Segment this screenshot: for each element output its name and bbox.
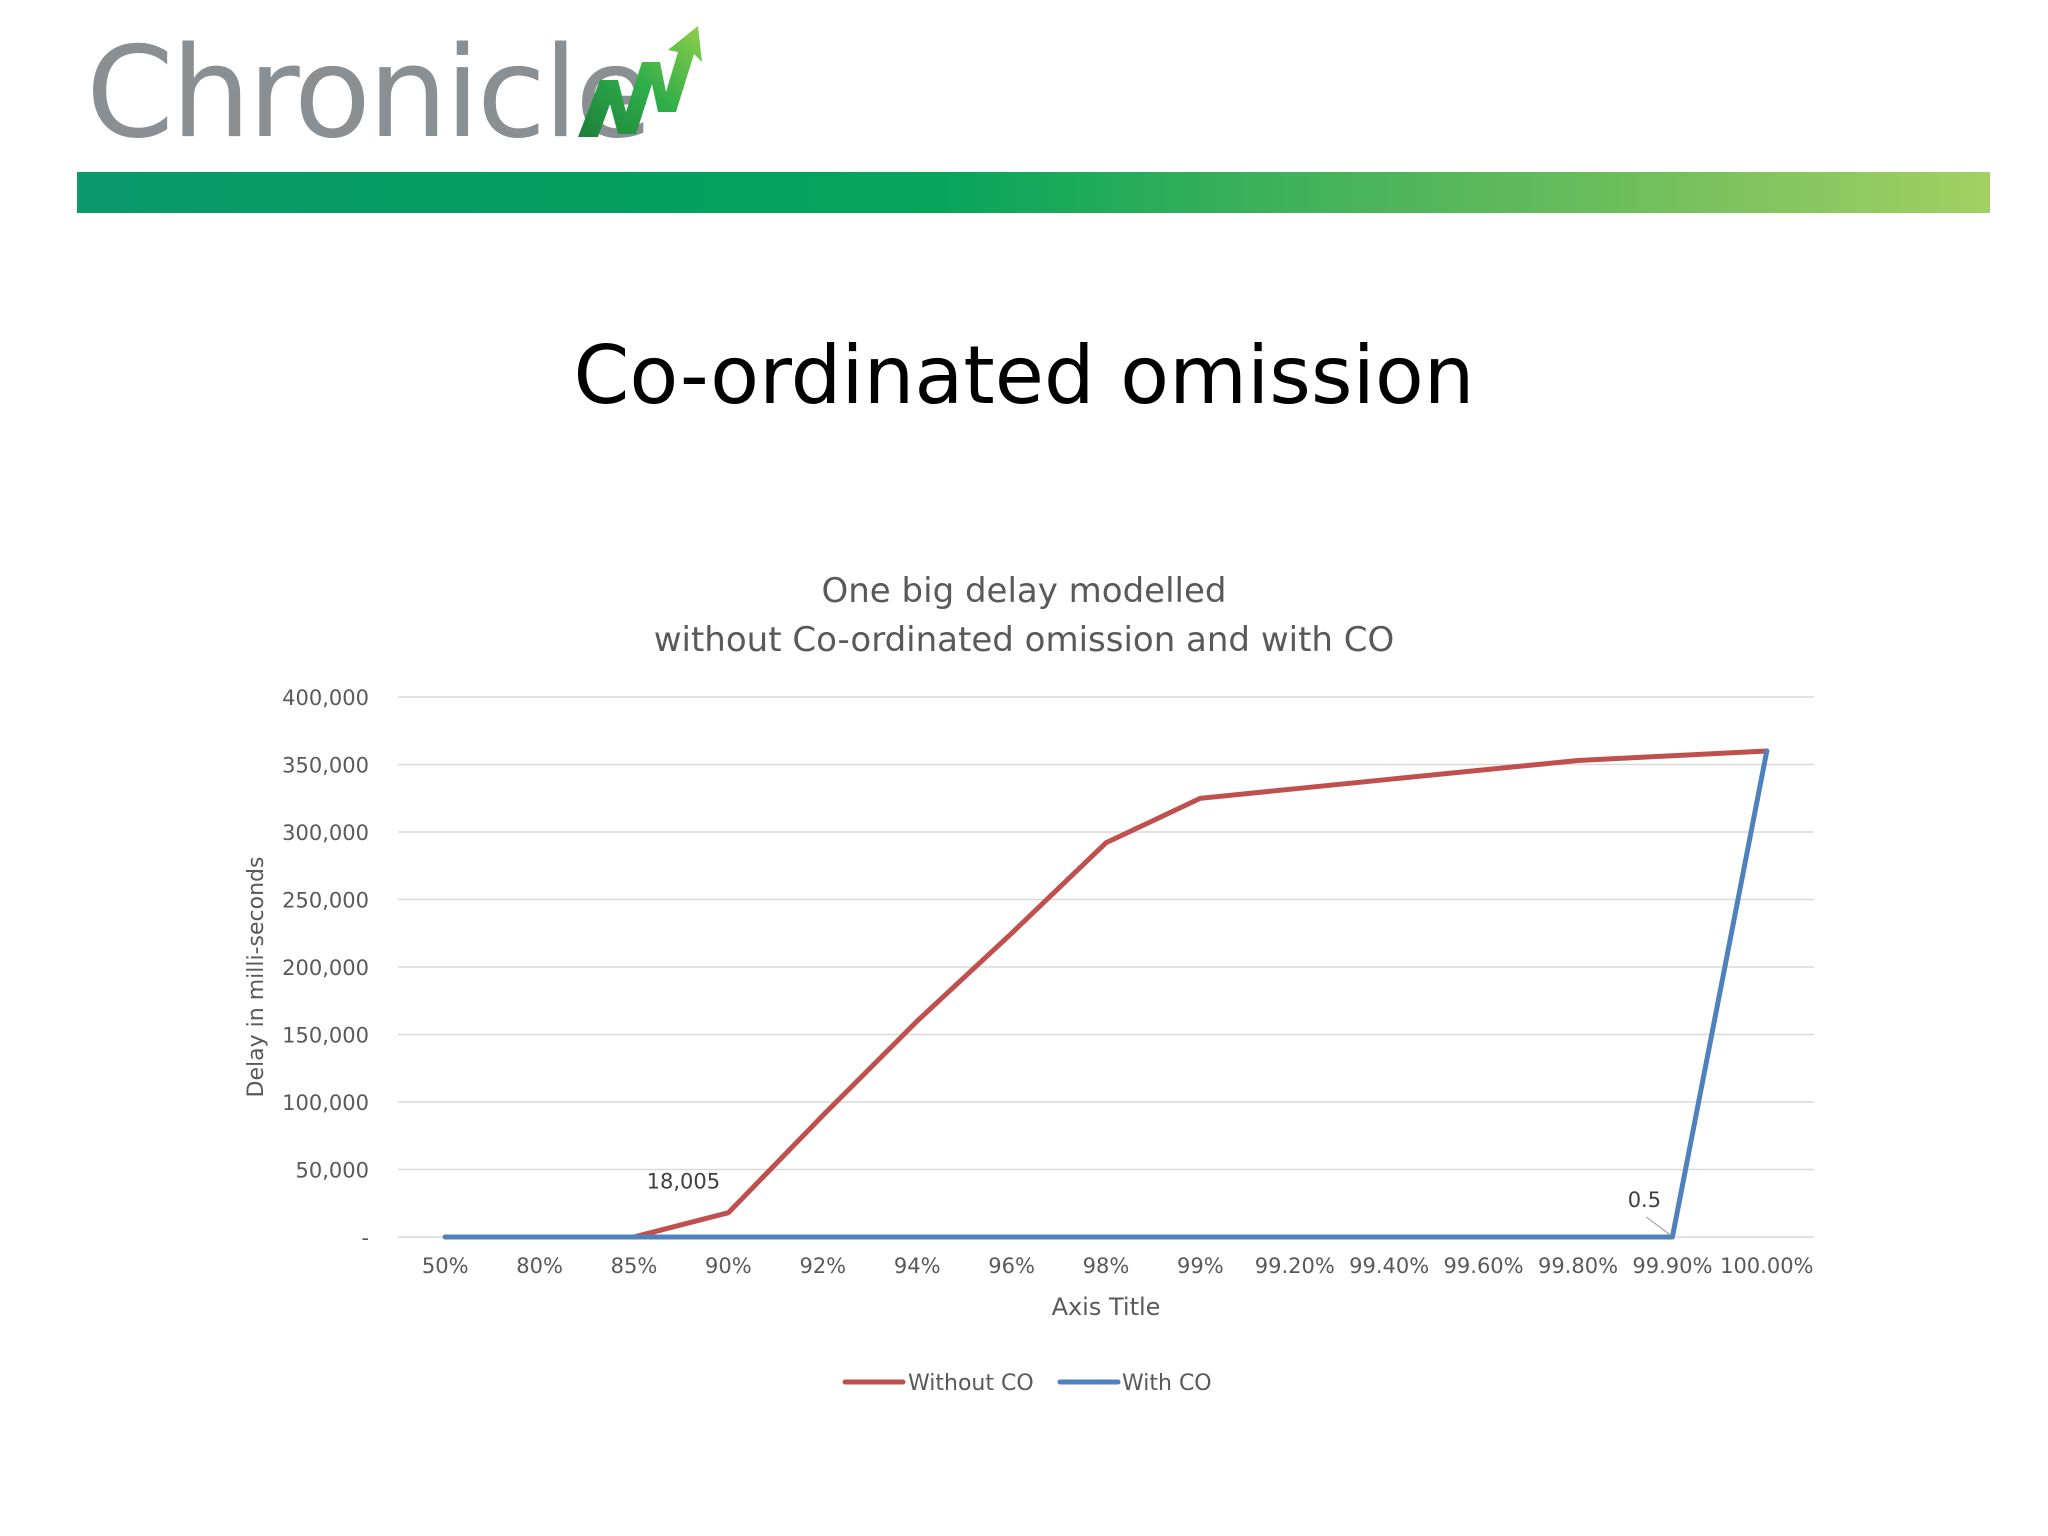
y-tick-label: 250,000: [282, 889, 369, 913]
y-axis-tick-labels: - 50,000 100,000 150,000 200,000 250,000 300,0…: [282, 686, 369, 1250]
y-axis-label: Delay in milli-seconds: [244, 857, 269, 1098]
slide-title: Co-ordinated omission: [573, 329, 1475, 422]
y-tick-label: 100,000: [282, 1091, 369, 1115]
x-tick-label: 99.60%: [1444, 1254, 1524, 1278]
data-label: 0.5: [1628, 1188, 1661, 1212]
series-line-without-co: [442, 748, 1770, 1240]
chart-title-line: One big delay modelled: [822, 571, 1227, 611]
annotation-leader-line: [1646, 1216, 1671, 1236]
x-tick-label: 99.90%: [1632, 1254, 1712, 1278]
y-tick-label: -: [361, 1226, 369, 1250]
legend-label: With CO: [1122, 1371, 1212, 1396]
x-tick-label: 90%: [705, 1254, 752, 1278]
x-tick-label: 99%: [1177, 1254, 1224, 1278]
legend-label: Without CO: [908, 1371, 1034, 1396]
y-tick-label: 50,000: [296, 1159, 369, 1183]
chart-gridlines: [398, 696, 1814, 1238]
x-tick-label: 94%: [894, 1254, 941, 1278]
x-tick-label: 99.20%: [1255, 1254, 1335, 1278]
chart-title-line: without Co-ordinated omission and with C…: [654, 620, 1395, 660]
series-line-with-co: [442, 748, 1770, 1240]
x-tick-label: 99.40%: [1349, 1254, 1429, 1278]
x-axis-label: Axis Title: [1052, 1293, 1161, 1321]
x-tick-label: 96%: [988, 1254, 1035, 1278]
x-tick-label: 92%: [799, 1254, 846, 1278]
x-axis-tick-labels: 50% 80% 85% 90% 92% 94% 96% 98% 99% 99.20% 99.40% 9…: [422, 1254, 1814, 1278]
y-tick-label: 350,000: [282, 754, 369, 778]
header-gradient-band: [77, 172, 1990, 213]
y-tick-label: 200,000: [282, 956, 369, 980]
x-tick-label: 85%: [611, 1254, 658, 1278]
chart-annotations: 18,005 0.5: [647, 1170, 1671, 1236]
chart-title: One big delay modelled without Co-ordinat…: [654, 571, 1395, 660]
x-tick-label: 50%: [422, 1254, 469, 1278]
logo-wordmark: Chronicle: [86, 19, 653, 166]
x-tick-label: 99.80%: [1538, 1254, 1618, 1278]
x-tick-label: 80%: [516, 1254, 563, 1278]
chart-legend: Without CO With CO: [842, 1371, 1212, 1396]
data-label: 18,005: [647, 1170, 720, 1194]
x-tick-label: 98%: [1083, 1254, 1130, 1278]
x-tick-label: 100.00%: [1720, 1254, 1813, 1278]
chart-series: [442, 748, 1770, 1240]
line-chart: One big delay modelled without Co-ordinat…: [244, 571, 1814, 1396]
y-tick-label: 150,000: [282, 1024, 369, 1048]
y-tick-label: 400,000: [282, 686, 369, 710]
rising-zigzag-arrow-icon: [578, 26, 702, 137]
y-tick-label: 300,000: [282, 821, 369, 845]
